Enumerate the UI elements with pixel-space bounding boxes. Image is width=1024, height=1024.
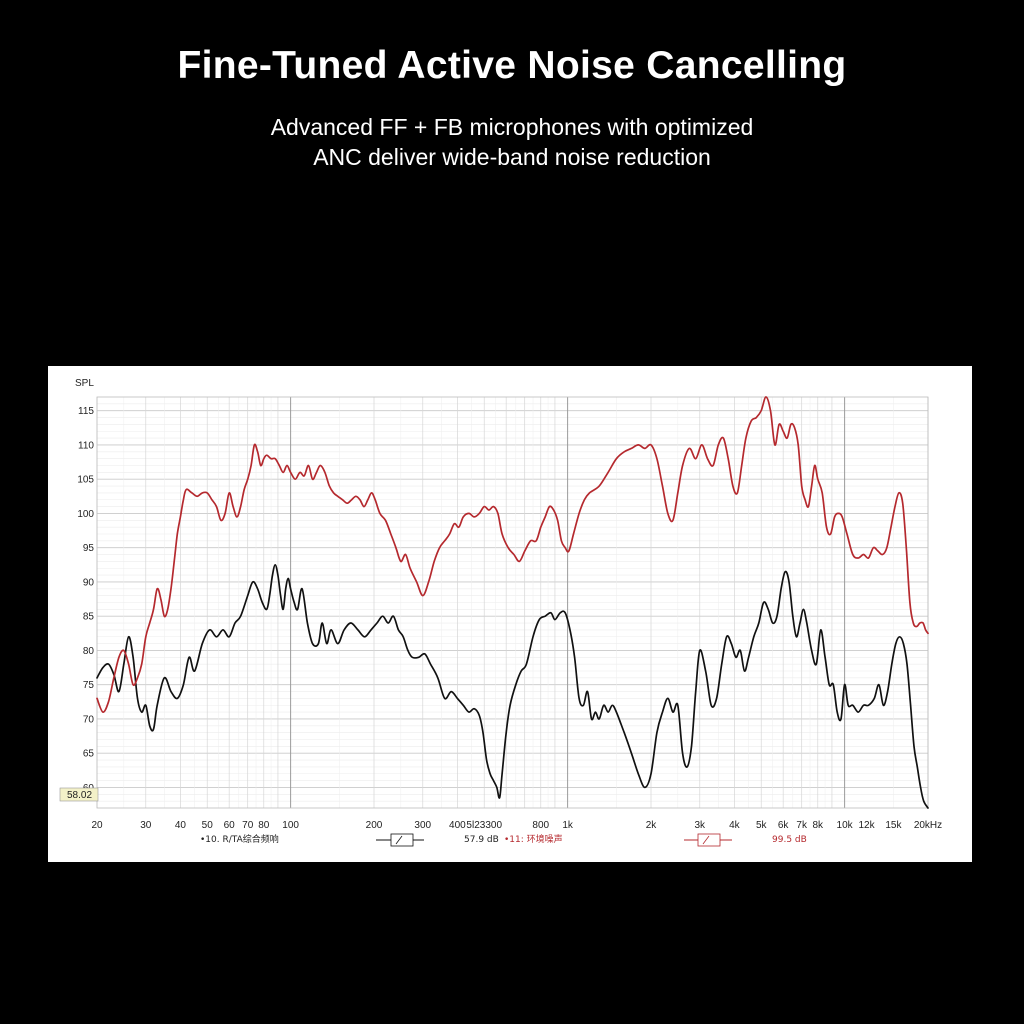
x-tick-label: 60 xyxy=(224,820,236,831)
x-tick-label: 100 xyxy=(282,820,299,831)
legend-item-2-value: 99.5 dB xyxy=(772,835,807,845)
x-tick-label: 3k xyxy=(694,820,706,831)
x-tick-label: 15k xyxy=(885,820,902,831)
x-tick-label: 80 xyxy=(258,820,270,831)
subtitle-line-1: Advanced FF + FB microphones with optimi… xyxy=(270,114,754,140)
x-tick-label: 400 xyxy=(449,820,466,831)
x-tick-label: 2k xyxy=(646,820,658,831)
x-tick-label: 12k xyxy=(858,820,875,831)
x-tick-label: 20 xyxy=(91,820,103,831)
x-tick-label: 5k xyxy=(756,820,768,831)
series-line-black xyxy=(96,563,929,809)
x-tick-label: 6k xyxy=(778,820,790,831)
x-tick-label: 10k xyxy=(837,820,854,831)
y-tick-labels: 1151101051009590858075706560 xyxy=(77,406,94,794)
series-lines xyxy=(96,396,929,809)
legend-item-2-label: •11: 环境噪声 xyxy=(504,833,563,845)
x-tick-label: 5l23300 xyxy=(466,820,502,831)
y-tick-label: 105 xyxy=(77,475,94,486)
y-marker-box xyxy=(59,787,99,802)
y-tick-label: 75 xyxy=(83,680,95,691)
x-tick-label: 8k xyxy=(812,820,824,831)
y-tick-label: 70 xyxy=(83,714,95,725)
y-tick-label: 65 xyxy=(83,749,95,760)
x-tick-label: 800 xyxy=(532,820,549,831)
y-marker: 58.02 xyxy=(59,787,99,802)
chart-legend: •10. R/TA综合频响 57.9 dB •11: 环境噪声 99.5 dB xyxy=(200,833,807,847)
x-tick-label: 20kHz xyxy=(914,820,942,831)
y-tick-label: 100 xyxy=(77,509,94,520)
y-tick-label: 115 xyxy=(78,406,94,417)
legend-item-1-swatch xyxy=(376,833,424,847)
x-tick-label: 7k xyxy=(796,820,808,831)
subtitle-line-2: ANC deliver wide-band noise reduction xyxy=(313,144,711,170)
y-tick-label: 110 xyxy=(78,440,94,451)
page-subtitle: Advanced FF + FB microphones with optimi… xyxy=(0,112,1024,172)
plot-frame xyxy=(96,396,929,809)
x-tick-label: 200 xyxy=(366,820,383,831)
legend-item-2-swatch xyxy=(684,833,732,847)
chart-svg: SPL 115 110 105 100 95 90 85 80 75 70 65 60 20 30 40 5… xyxy=(59,378,942,847)
legend-item-1-label: •10. R/TA综合频响 xyxy=(200,833,279,845)
x-tick-label: 30 xyxy=(140,820,152,831)
x-tick-label: 300 xyxy=(414,820,431,831)
y-tick-label: 85 xyxy=(83,612,95,623)
x-tick-label: 50 xyxy=(202,820,214,831)
x-tick-label: 1k xyxy=(562,820,574,831)
x-tick-label: 40 xyxy=(175,820,187,831)
x-tick-label: 4k xyxy=(729,820,741,831)
y-tick-label: 95 xyxy=(83,543,95,554)
x-tick-labels: 20 30 40 50 60 70 80 100 200 300 400 5l23300 800 1k 2k… xyxy=(91,820,942,831)
y-axis-label: SPL xyxy=(75,378,94,389)
page-title: Fine-Tuned Active Noise Cancelling xyxy=(177,44,847,87)
y-tick-label: 90 xyxy=(83,577,95,588)
series-line-red xyxy=(96,396,929,713)
legend-item-1-value: 57.9 dB xyxy=(464,835,499,845)
y-marker-label: 58.02 xyxy=(67,790,92,801)
frequency-response-chart: SPL 115 110 105 100 95 90 85 80 75 70 65 60 20 30 40 5… xyxy=(48,366,972,862)
x-tick-label: 70 xyxy=(242,820,254,831)
y-tick-label: 80 xyxy=(83,646,95,657)
grid-lines xyxy=(96,396,929,809)
